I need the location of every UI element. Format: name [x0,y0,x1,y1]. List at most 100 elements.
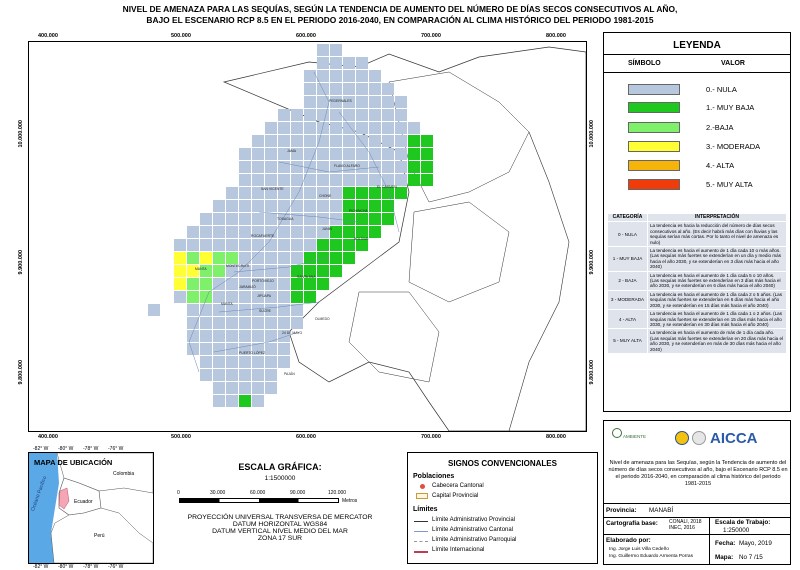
x-tick-top-2: 500.000 [171,33,191,39]
scale-tick-4: 120.000 [328,490,347,496]
grid-cell-baja [200,265,212,277]
grid-cell-nula [291,226,303,238]
grid-cell-nula [330,122,342,134]
place-label: 24 DE MAYO [282,331,302,335]
credits-vertical-divider [709,517,710,565]
grid-cell-nula [252,317,264,329]
grid-cell-nula [252,330,264,342]
grid-cell-nula [317,44,329,56]
grid-cell-muy-baja [317,239,329,251]
grid-cell-muy-baja [356,213,368,225]
grid-cell-nula [382,135,394,147]
grid-cell-nula [265,148,277,160]
grid-cell-nula [330,148,342,160]
grid-cell-nula [239,187,251,199]
grid-cell-moderada [174,252,186,264]
grid-cell-nula [330,187,342,199]
legend-swatch [628,84,680,95]
x-tick-bottom-5: 800.000 [546,434,566,440]
main-map[interactable]: PEDERNALES JAMA FLAVIO ALFARO EL CARMEN SAN … [28,41,587,432]
grid-cell-nula [369,148,381,160]
map-title: NIVEL DE AMENAZA PARA LAS SEQUÍAS, SEGÚN… [0,4,800,26]
signos-lim-provincial: Límite Administrativo Provincial [432,517,516,523]
interpretation-table-wrap: CATEGORÍA INTERPRETACIÓN 0 - NULA La ten… [607,212,787,354]
interpretation-table: CATEGORÍA INTERPRETACIÓN 0 - NULA La ten… [607,212,787,354]
legend-label: 3.- MODERADA [706,142,761,151]
grid-cell-nula [330,135,342,147]
grid-cell-nula [265,200,277,212]
grid-cell-nula [330,70,342,82]
grid-cell-baja [187,252,199,264]
grid-cell-nula [252,239,264,251]
place-label: MANTA [221,302,233,306]
grid-cell-nula [239,369,251,381]
grid-cell-nula [317,200,329,212]
grid-cell-nula [278,356,290,368]
legend-col-symbol: SÍMBOLO [628,60,661,67]
grid-cell-muy-baja [369,213,381,225]
grid-cell-nula [226,369,238,381]
grid-cell-nula [226,382,238,394]
province-outline-se [348,291,440,383]
limit-parroquial-line [414,541,428,542]
inset-tick-top-1: -82° W [33,446,49,452]
grid-cell-nula [382,148,394,160]
grid-cell-nula [213,382,225,394]
grid-cell-nula [304,239,316,251]
inset-label-peru: Perú [94,533,105,539]
grid-cell-nula [278,187,290,199]
interp-header-row: CATEGORÍA INTERPRETACIÓN [607,212,787,223]
canton-boundaries [188,71,400,373]
x-tick-top-4: 700.000 [421,33,441,39]
legend-label: 1.- MUY BAJA [706,103,755,112]
title-line-1: NIVEL DE AMENAZA PARA LAS SEQUÍAS, SEGÚN… [122,4,678,14]
flag-emblem-icon [675,431,689,445]
grid-cell-nula [252,369,264,381]
grid-cell-nula [187,239,199,251]
grid-cell-nula [317,109,329,121]
interp-cat: 4 - ALTA [607,309,648,330]
grid-cell-nula [252,356,264,368]
main-map-svg: PEDERNALES JAMA FLAVIO ALFARO EL CARMEN SAN … [148,44,587,432]
y-tick-right-1: 10.000.000 [589,120,595,148]
y-tick-right-2: 9.900.000 [589,250,595,275]
place-label: MONTECRISTI [226,264,249,268]
grid-cell-nula [265,356,277,368]
grid-cell-nula [395,174,407,186]
grid-cell-muy-baja [304,265,316,277]
grid-cell-nula [369,109,381,121]
grid-cell-muy-baja [369,187,381,199]
grid-cell-muy-baja [421,161,433,173]
scale-tick-1: 30.000 [210,490,226,496]
ministry-logo-text: AMBIENTE [623,434,647,439]
grid-cell-nula [278,174,290,186]
grid-cell-nula [226,356,238,368]
inset-tick-bottom-3: -78° W [83,564,99,570]
grid-cell-muy-baja [421,148,433,160]
place-label: JAMA [287,149,297,153]
grid-cell-muy-baja [304,278,316,290]
place-label: SANTA ANA [297,275,316,279]
grid-cell-nula [317,161,329,173]
grid-cell-muy-baja [369,200,381,212]
grid-cell-nula [330,174,342,186]
grid-cell-baja [213,252,225,264]
grid-cell-nula [304,161,316,173]
grid-cell-muy-baja [317,265,329,277]
location-inset[interactable] [28,452,154,564]
signos-capital: Capital Provincial [432,493,479,499]
legend-panel [603,32,791,412]
grid-cell-nula [265,343,277,355]
provincia-value: MANABÍ [649,507,674,514]
grid-cell-nula [330,57,342,69]
signos-title: SIGNOS CONVENCIONALES [448,459,557,468]
conventional-signs-panel [407,452,598,564]
grid-cell-nula [252,252,264,264]
grid-cell-nula [395,109,407,121]
grid-cell-nula [213,330,225,342]
grid-cell-muy-baja [239,395,251,407]
ministry-emblem-icon [612,428,622,438]
place-label: EL CARMEN [377,185,397,189]
legend-item-nula: 0.- NULA [620,84,780,96]
grid-cell-muy-baja [291,278,303,290]
